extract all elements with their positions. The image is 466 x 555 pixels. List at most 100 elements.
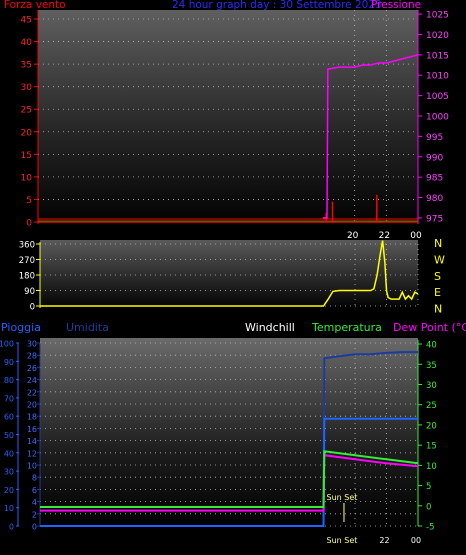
legend-pioggia: Pioggia	[1, 321, 41, 334]
wind-tick-label: 30	[21, 83, 33, 93]
temperature-tick-label: 30	[426, 381, 437, 391]
humidity-tick-label: 20	[27, 401, 37, 410]
time-tick-label: 20	[347, 231, 359, 241]
pressure-tick-label: 1010	[426, 72, 449, 82]
temperature-tick-label: 35	[426, 361, 437, 371]
humidity-tick-label: 2	[32, 510, 37, 519]
humidity-tick-label: 0	[32, 523, 37, 532]
temperature-plot-area	[40, 338, 418, 530]
wind-direction-series	[40, 240, 419, 307]
sunset-axis-label: Sun Set	[327, 536, 358, 545]
wind-tick-label: 40	[21, 38, 33, 48]
wind-direction-degree-axis: 0 90 180 270 360	[19, 241, 41, 313]
humidity-tick-label: 30	[27, 340, 37, 349]
humidity-tick-label: 4	[32, 498, 37, 507]
degree-tick-label: 180	[19, 272, 35, 282]
wind-tick-label: 20	[21, 128, 33, 138]
wind-tick-label: 35	[21, 61, 32, 71]
humidity-tick-label: 26	[27, 364, 37, 373]
temperature-tick-label: 25	[426, 401, 437, 411]
pressure-tick-label: 1020	[426, 31, 449, 41]
temperature-tick-label: 20	[426, 421, 437, 431]
pressure-tick-label: 985	[426, 174, 443, 184]
rain-axis: 0 10 20 30 40 50 60 70 80 90 100	[0, 340, 19, 532]
wind-speed-axis: 0 5 10 15 20 25 30 35 40 45	[21, 10, 39, 229]
pressure-tick-label: 995	[426, 133, 443, 143]
rain-tick-label: 30	[4, 468, 14, 477]
compass-label: N	[434, 303, 442, 316]
temperature-tick-label: 40	[426, 341, 437, 351]
wind-pressure-plot-area	[38, 10, 418, 230]
time-tick-label: 00	[410, 231, 422, 241]
wind-tick-label: 25	[21, 106, 32, 116]
temperature-tick-label: 10	[426, 462, 437, 472]
humidity-tick-label: 22	[27, 388, 37, 397]
time-tick-label: 00	[411, 536, 421, 545]
temperature-line	[40, 450, 419, 508]
sunset-label: Sun Set	[327, 493, 358, 502]
rain-tick-label: 0	[9, 523, 14, 532]
rain-line	[40, 417, 418, 527]
rain-tick-label: 90	[4, 358, 14, 367]
wind-tick-label: 10	[21, 173, 33, 183]
rain-tick-label: 80	[4, 376, 14, 385]
pressure-tick-label: 990	[426, 153, 443, 163]
legend-dew-point: Dew Point (°C)	[393, 321, 466, 334]
wind-tick-label: 5	[26, 196, 32, 206]
humidity-tick-label: 28	[27, 352, 37, 361]
temperature-tick-label: 0	[426, 502, 431, 512]
humidity-tick-label: 18	[27, 413, 37, 422]
pressure-tick-label: 1005	[426, 92, 449, 102]
compass-label: W	[434, 253, 445, 266]
degree-tick-label: 270	[19, 256, 35, 266]
legend-temperatura: Temperatura	[311, 321, 382, 334]
degree-tick-label: 90	[24, 287, 35, 297]
time-tick-label: 22	[379, 536, 389, 545]
temperature-tick-label: 5	[426, 482, 431, 492]
pressure-tick-label: 975	[426, 214, 443, 224]
compass-label: E	[434, 286, 441, 299]
humidity-tick-label: 14	[27, 437, 37, 446]
rain-tick-label: 10	[4, 504, 14, 513]
degree-tick-label: 0	[30, 303, 35, 313]
legend-umidita: Umidita	[66, 321, 109, 334]
pressure-tick-label: 1025	[426, 11, 449, 21]
wind-axis-title: Forza vento	[4, 0, 66, 11]
temperature-tick-label: 15	[426, 442, 437, 452]
wind-tick-label: 45	[21, 16, 32, 26]
rain-tick-label: 40	[4, 449, 14, 458]
temperature-series: Sun Set	[40, 351, 419, 527]
rain-tick-label: 100	[0, 340, 14, 349]
chart-title: 24 hour graph day : 30 Settembre 2023	[172, 0, 382, 11]
pressure-tick-label: 980	[426, 194, 443, 204]
time-tick-label: 22	[379, 231, 390, 241]
humidity-tick-label: 10	[27, 462, 37, 471]
bottom-time-axis: 22 00 Sun Set	[327, 536, 422, 545]
pressure-tick-label: 1000	[426, 113, 449, 123]
compass-label: N	[434, 237, 442, 250]
rain-tick-label: 20	[4, 486, 14, 495]
temperature-axis: -5 0 5 10 15 20 25 30 35 40	[417, 340, 437, 533]
top-time-axis: 20 22 00	[347, 231, 422, 241]
dew-point-line	[40, 454, 419, 512]
pressure-line	[323, 54, 419, 219]
pressure-axis: 975 980 985 990 995 1000 1005 1010 1015 1020 1025	[417, 10, 449, 224]
wind-direction-line	[40, 240, 419, 307]
humidity-tick-label: 8	[32, 474, 37, 483]
temperature-tick-label: -5	[426, 523, 434, 533]
wind-speed-line	[38, 194, 418, 223]
pressure-axis-title: Pressione	[371, 0, 421, 11]
rain-tick-label: 50	[4, 431, 14, 440]
humidity-tick-label: 24	[27, 376, 37, 385]
rain-tick-label: 60	[4, 413, 14, 422]
pressure-tick-label: 1015	[426, 51, 449, 61]
degree-tick-label: 360	[19, 241, 35, 251]
wind-tick-label: 0	[26, 219, 32, 229]
compass-label: S	[434, 270, 441, 283]
